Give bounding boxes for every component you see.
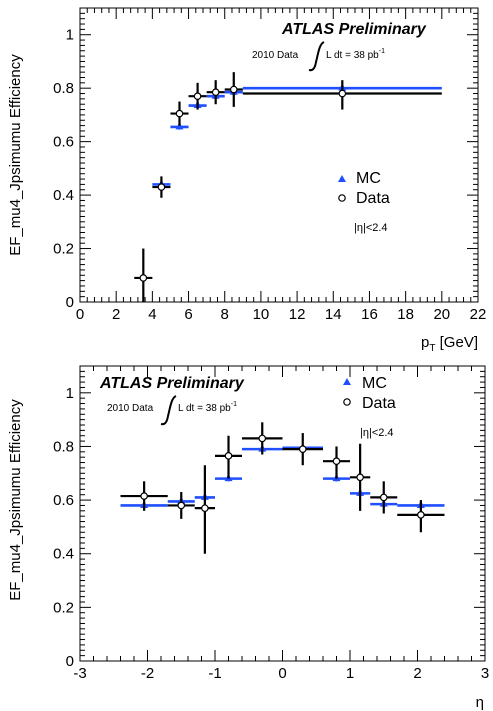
integral-sign [308, 41, 325, 72]
data-point [258, 434, 267, 443]
x-tick-label: 6 [184, 306, 192, 323]
x-axis-title-sub: T [429, 343, 435, 352]
x-tick-label: 4 [148, 306, 156, 323]
x-tick-label: 10 [253, 306, 270, 323]
y-tick-label: 0.6 [53, 134, 74, 151]
x-tick-label: 1 [346, 665, 354, 682]
x-axis-title-main: p [421, 334, 429, 351]
data-point [379, 493, 388, 502]
data-point [356, 473, 364, 482]
efficiency-vs-pt-panel: EF_mu4_Jpsimumu Efficiency pT [GeV] ATLA… [0, 0, 493, 352]
x-tick-label: -2 [141, 665, 154, 682]
x-tick-label: 20 [433, 306, 450, 323]
y-axis-title: EF_mu4_Jpsimumu Efficiency [7, 399, 24, 601]
data-point [338, 89, 347, 98]
legend-mc-label: MC [356, 170, 381, 187]
legend-mc-marker [343, 378, 351, 385]
data-point [417, 511, 425, 519]
series-layer [134, 72, 442, 302]
data-point [298, 445, 307, 453]
x-tick-label: 0 [278, 665, 286, 682]
x-tick-label: 3 [481, 665, 489, 682]
x-tick-label: -3 [73, 665, 86, 682]
x-tick-label: 22 [470, 306, 487, 323]
y-tick-label: 1 [66, 385, 74, 402]
x-tick-label: -1 [208, 665, 221, 682]
data-point [140, 492, 148, 500]
series-layer [120, 422, 445, 554]
legend-data-label: Data [362, 395, 396, 412]
x-axis-title: pT [GeV] [421, 334, 478, 352]
x-tick-label: 18 [397, 306, 414, 323]
eta-cut-label: |η|<2.4 [360, 427, 394, 439]
dataset-label: 2010 Data [107, 403, 154, 414]
data-point [177, 501, 186, 510]
efficiency-vs-eta-panel: EF_mu4_Jpsimumu Efficiency η ATLAS Preli… [0, 352, 493, 711]
y-tick-label: 0.6 [53, 492, 74, 509]
y-tick-label: 1 [66, 27, 74, 44]
x-tick-label: 2 [413, 665, 421, 682]
y-axis-title: EF_mu4_Jpsimumu Efficiency [7, 54, 24, 256]
luminosity-label: L dt = 38 pb-1 [178, 401, 237, 414]
data-point [332, 457, 341, 466]
y-tick-label: 0.4 [53, 187, 74, 204]
luminosity-label: L dt = 38 pb-1 [326, 48, 385, 61]
y-axis-title-group: EF_mu4_Jpsimumu Efficiency [7, 54, 24, 256]
x-tick-label: 8 [221, 306, 229, 323]
eta-cut-label: |η|<2.4 [354, 222, 388, 234]
legend-mc-marker [338, 175, 346, 182]
x-tick-label: 0 [76, 306, 84, 323]
y-tick-label: 0 [66, 294, 74, 311]
y-axis-title-group: EF_mu4_Jpsimumu Efficiency [7, 399, 24, 601]
efficiency-vs-pt-chart: EF_mu4_Jpsimumu Efficiency pT [GeV] ATLA… [7, 7, 487, 352]
data-point [229, 85, 238, 94]
atlas-label: ATLAS Preliminary [99, 375, 245, 392]
x-axis-title-main: η [476, 694, 484, 711]
data-point [224, 452, 233, 460]
legend-data-label: Data [356, 190, 390, 207]
data-point [211, 88, 220, 96]
atlas-label: ATLAS Preliminary [281, 21, 427, 38]
y-tick-label: 0.2 [53, 599, 74, 616]
x-axis-title-unit: [GeV] [435, 334, 478, 351]
mc-point [175, 122, 184, 130]
y-tick-label: 0.8 [53, 80, 74, 97]
data-point [193, 92, 202, 101]
legend-mc-label: MC [362, 375, 387, 392]
data-point [175, 109, 184, 118]
x-axis-title: η [476, 694, 484, 711]
data-point [157, 183, 166, 191]
dataset-label: 2010 Data [252, 50, 299, 61]
x-tick-label: 14 [325, 306, 342, 323]
x-tick-label: 2 [112, 306, 120, 323]
legend-data-marker [343, 398, 351, 406]
data-point [201, 504, 209, 512]
data-point [139, 274, 148, 282]
y-tick-label: 0.2 [53, 241, 74, 258]
y-tick-label: 0 [66, 653, 74, 670]
x-tick-label: 16 [361, 306, 378, 323]
efficiency-vs-eta-chart: EF_mu4_Jpsimumu Efficiency η ATLAS Preli… [7, 365, 489, 711]
integral-sign [160, 395, 177, 426]
y-tick-label: 0.8 [53, 438, 74, 455]
plot-frame [79, 7, 479, 303]
legend-data-marker [338, 194, 346, 202]
y-tick-label: 0.4 [53, 546, 74, 563]
x-tick-label: 12 [289, 306, 306, 323]
